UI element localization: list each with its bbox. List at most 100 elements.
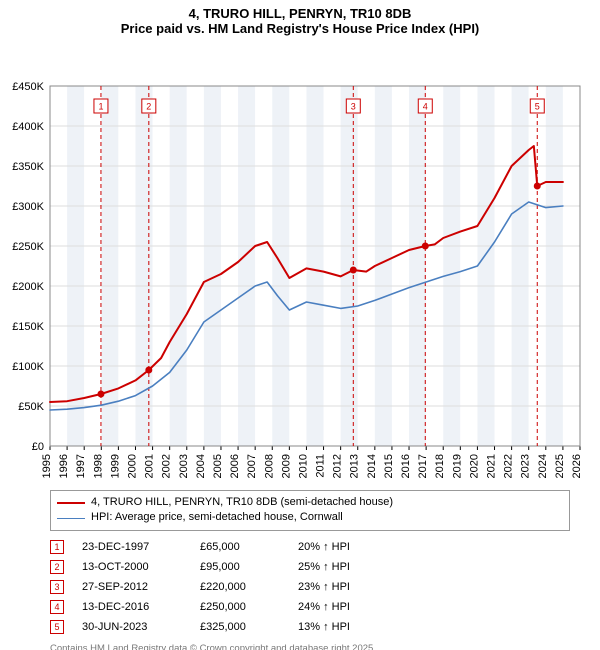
x-tick-label: 2011 bbox=[315, 454, 327, 478]
y-tick-label: £350K bbox=[12, 161, 44, 173]
sale-row: 2 13-OCT-2000 £95,000 25% ↑ HPI bbox=[50, 557, 570, 577]
x-tick-label: 2010 bbox=[297, 454, 309, 478]
sale-row-marker: 1 bbox=[50, 540, 64, 554]
y-tick-label: £0 bbox=[32, 441, 44, 453]
footnote-line-1: Contains HM Land Registry data © Crown c… bbox=[50, 643, 570, 650]
x-tick-label: 2008 bbox=[263, 454, 275, 478]
x-tick-label: 2007 bbox=[246, 454, 258, 478]
x-tick-label: 2018 bbox=[434, 454, 446, 478]
x-tick-label: 2023 bbox=[520, 454, 532, 478]
sale-marker-label: 4 bbox=[423, 102, 428, 112]
sale-row: 4 13-DEC-2016 £250,000 24% ↑ HPI bbox=[50, 597, 570, 617]
x-tick-label: 1996 bbox=[58, 454, 70, 478]
year-band bbox=[426, 86, 443, 446]
sale-row-hpi: 13% ↑ HPI bbox=[298, 621, 408, 633]
sale-row: 3 27-SEP-2012 £220,000 23% ↑ HPI bbox=[50, 577, 570, 597]
y-tick-label: £400K bbox=[12, 121, 44, 133]
year-band bbox=[409, 86, 426, 446]
y-tick-label: £250K bbox=[12, 241, 44, 253]
chart-container: 4, TRURO HILL, PENRYN, TR10 8DB Price pa… bbox=[0, 0, 600, 650]
sale-row: 1 23-DEC-1997 £65,000 20% ↑ HPI bbox=[50, 537, 570, 557]
sale-marker-label: 3 bbox=[351, 102, 356, 112]
footnote: Contains HM Land Registry data © Crown c… bbox=[50, 643, 570, 650]
x-tick-label: 2003 bbox=[178, 454, 190, 478]
sale-row: 530-JUN-2023£325,00013% ↑ HPI bbox=[50, 617, 570, 637]
title-line-1: 4, TRURO HILL, PENRYN, TR10 8DB bbox=[0, 6, 600, 21]
year-band bbox=[512, 86, 529, 446]
year-band bbox=[118, 86, 135, 446]
x-tick-label: 1995 bbox=[41, 454, 53, 478]
sale-row-date: 13-DEC-2016 bbox=[82, 601, 182, 613]
sale-row-date: 13-OCT-2000 bbox=[82, 561, 182, 573]
sale-row-price: £250,000 bbox=[200, 601, 280, 613]
x-tick-label: 2016 bbox=[400, 454, 412, 478]
year-band bbox=[67, 86, 84, 446]
year-band bbox=[272, 86, 289, 446]
chart-svg: £0£50K£100K£150K£200K£250K£300K£350K£400… bbox=[0, 36, 600, 486]
title-line-2: Price paid vs. HM Land Registry's House … bbox=[0, 21, 600, 36]
sale-row-marker: 4 bbox=[50, 600, 64, 614]
x-tick-label: 2012 bbox=[332, 454, 344, 478]
sale-row-hpi: 25% ↑ HPI bbox=[298, 561, 408, 573]
year-band bbox=[324, 86, 341, 446]
legend: 4, TRURO HILL, PENRYN, TR10 8DB (semi-de… bbox=[50, 490, 570, 531]
x-tick-label: 2026 bbox=[571, 454, 583, 478]
year-band bbox=[546, 86, 563, 446]
x-tick-label: 2002 bbox=[161, 454, 173, 478]
sale-marker-label: 2 bbox=[146, 102, 151, 112]
sale-row-marker: 5 bbox=[50, 620, 64, 634]
legend-swatch bbox=[57, 502, 85, 504]
year-band bbox=[563, 86, 580, 446]
year-band bbox=[495, 86, 512, 446]
year-band bbox=[153, 86, 170, 446]
sale-row-hpi: 20% ↑ HPI bbox=[298, 541, 408, 553]
x-tick-label: 2009 bbox=[280, 454, 292, 478]
x-tick-label: 2020 bbox=[468, 454, 480, 478]
x-tick-label: 2024 bbox=[537, 454, 549, 478]
sale-row-hpi: 23% ↑ HPI bbox=[298, 581, 408, 593]
year-band bbox=[187, 86, 204, 446]
sale-row-date: 23-DEC-1997 bbox=[82, 541, 182, 553]
x-tick-label: 1999 bbox=[109, 454, 121, 478]
year-band bbox=[392, 86, 409, 446]
year-band bbox=[443, 86, 460, 446]
x-tick-label: 2004 bbox=[195, 454, 207, 478]
sale-row-hpi: 24% ↑ HPI bbox=[298, 601, 408, 613]
x-tick-label: 2021 bbox=[486, 454, 498, 478]
x-tick-label: 1998 bbox=[92, 454, 104, 478]
x-tick-label: 2001 bbox=[144, 454, 156, 478]
x-tick-label: 2006 bbox=[229, 454, 241, 478]
y-tick-label: £450K bbox=[12, 81, 44, 93]
legend-item: 4, TRURO HILL, PENRYN, TR10 8DB (semi-de… bbox=[57, 495, 563, 510]
sale-row-marker: 2 bbox=[50, 560, 64, 574]
x-tick-label: 2014 bbox=[366, 454, 378, 478]
legend-swatch bbox=[57, 518, 85, 519]
year-band bbox=[306, 86, 323, 446]
sale-row-price: £325,000 bbox=[200, 621, 280, 633]
sale-marker-label: 5 bbox=[535, 102, 540, 112]
x-tick-label: 2013 bbox=[349, 454, 361, 478]
y-tick-label: £50K bbox=[18, 401, 44, 413]
x-tick-label: 2019 bbox=[451, 454, 463, 478]
sale-row-price: £220,000 bbox=[200, 581, 280, 593]
legend-item: HPI: Average price, semi-detached house,… bbox=[57, 510, 563, 525]
sales-table: 1 23-DEC-1997 £65,000 20% ↑ HPI 2 13-OCT-2000… bbox=[50, 537, 570, 637]
year-band bbox=[221, 86, 238, 446]
year-band bbox=[375, 86, 392, 446]
legend-label: HPI: Average price, semi-detached house,… bbox=[91, 510, 343, 525]
y-tick-label: £300K bbox=[12, 201, 44, 213]
y-tick-label: £150K bbox=[12, 321, 44, 333]
x-tick-label: 2015 bbox=[383, 454, 395, 478]
sale-row-price: £95,000 bbox=[200, 561, 280, 573]
sale-row-marker: 3 bbox=[50, 580, 64, 594]
sale-row-price: £65,000 bbox=[200, 541, 280, 553]
x-tick-label: 2017 bbox=[417, 454, 429, 478]
sale-row-date: 27-SEP-2012 bbox=[82, 581, 182, 593]
x-tick-label: 2005 bbox=[212, 454, 224, 478]
year-band bbox=[477, 86, 494, 446]
year-band bbox=[238, 86, 255, 446]
x-tick-label: 2000 bbox=[126, 454, 138, 478]
year-band bbox=[50, 86, 67, 446]
y-tick-label: £200K bbox=[12, 281, 44, 293]
year-band bbox=[358, 86, 375, 446]
